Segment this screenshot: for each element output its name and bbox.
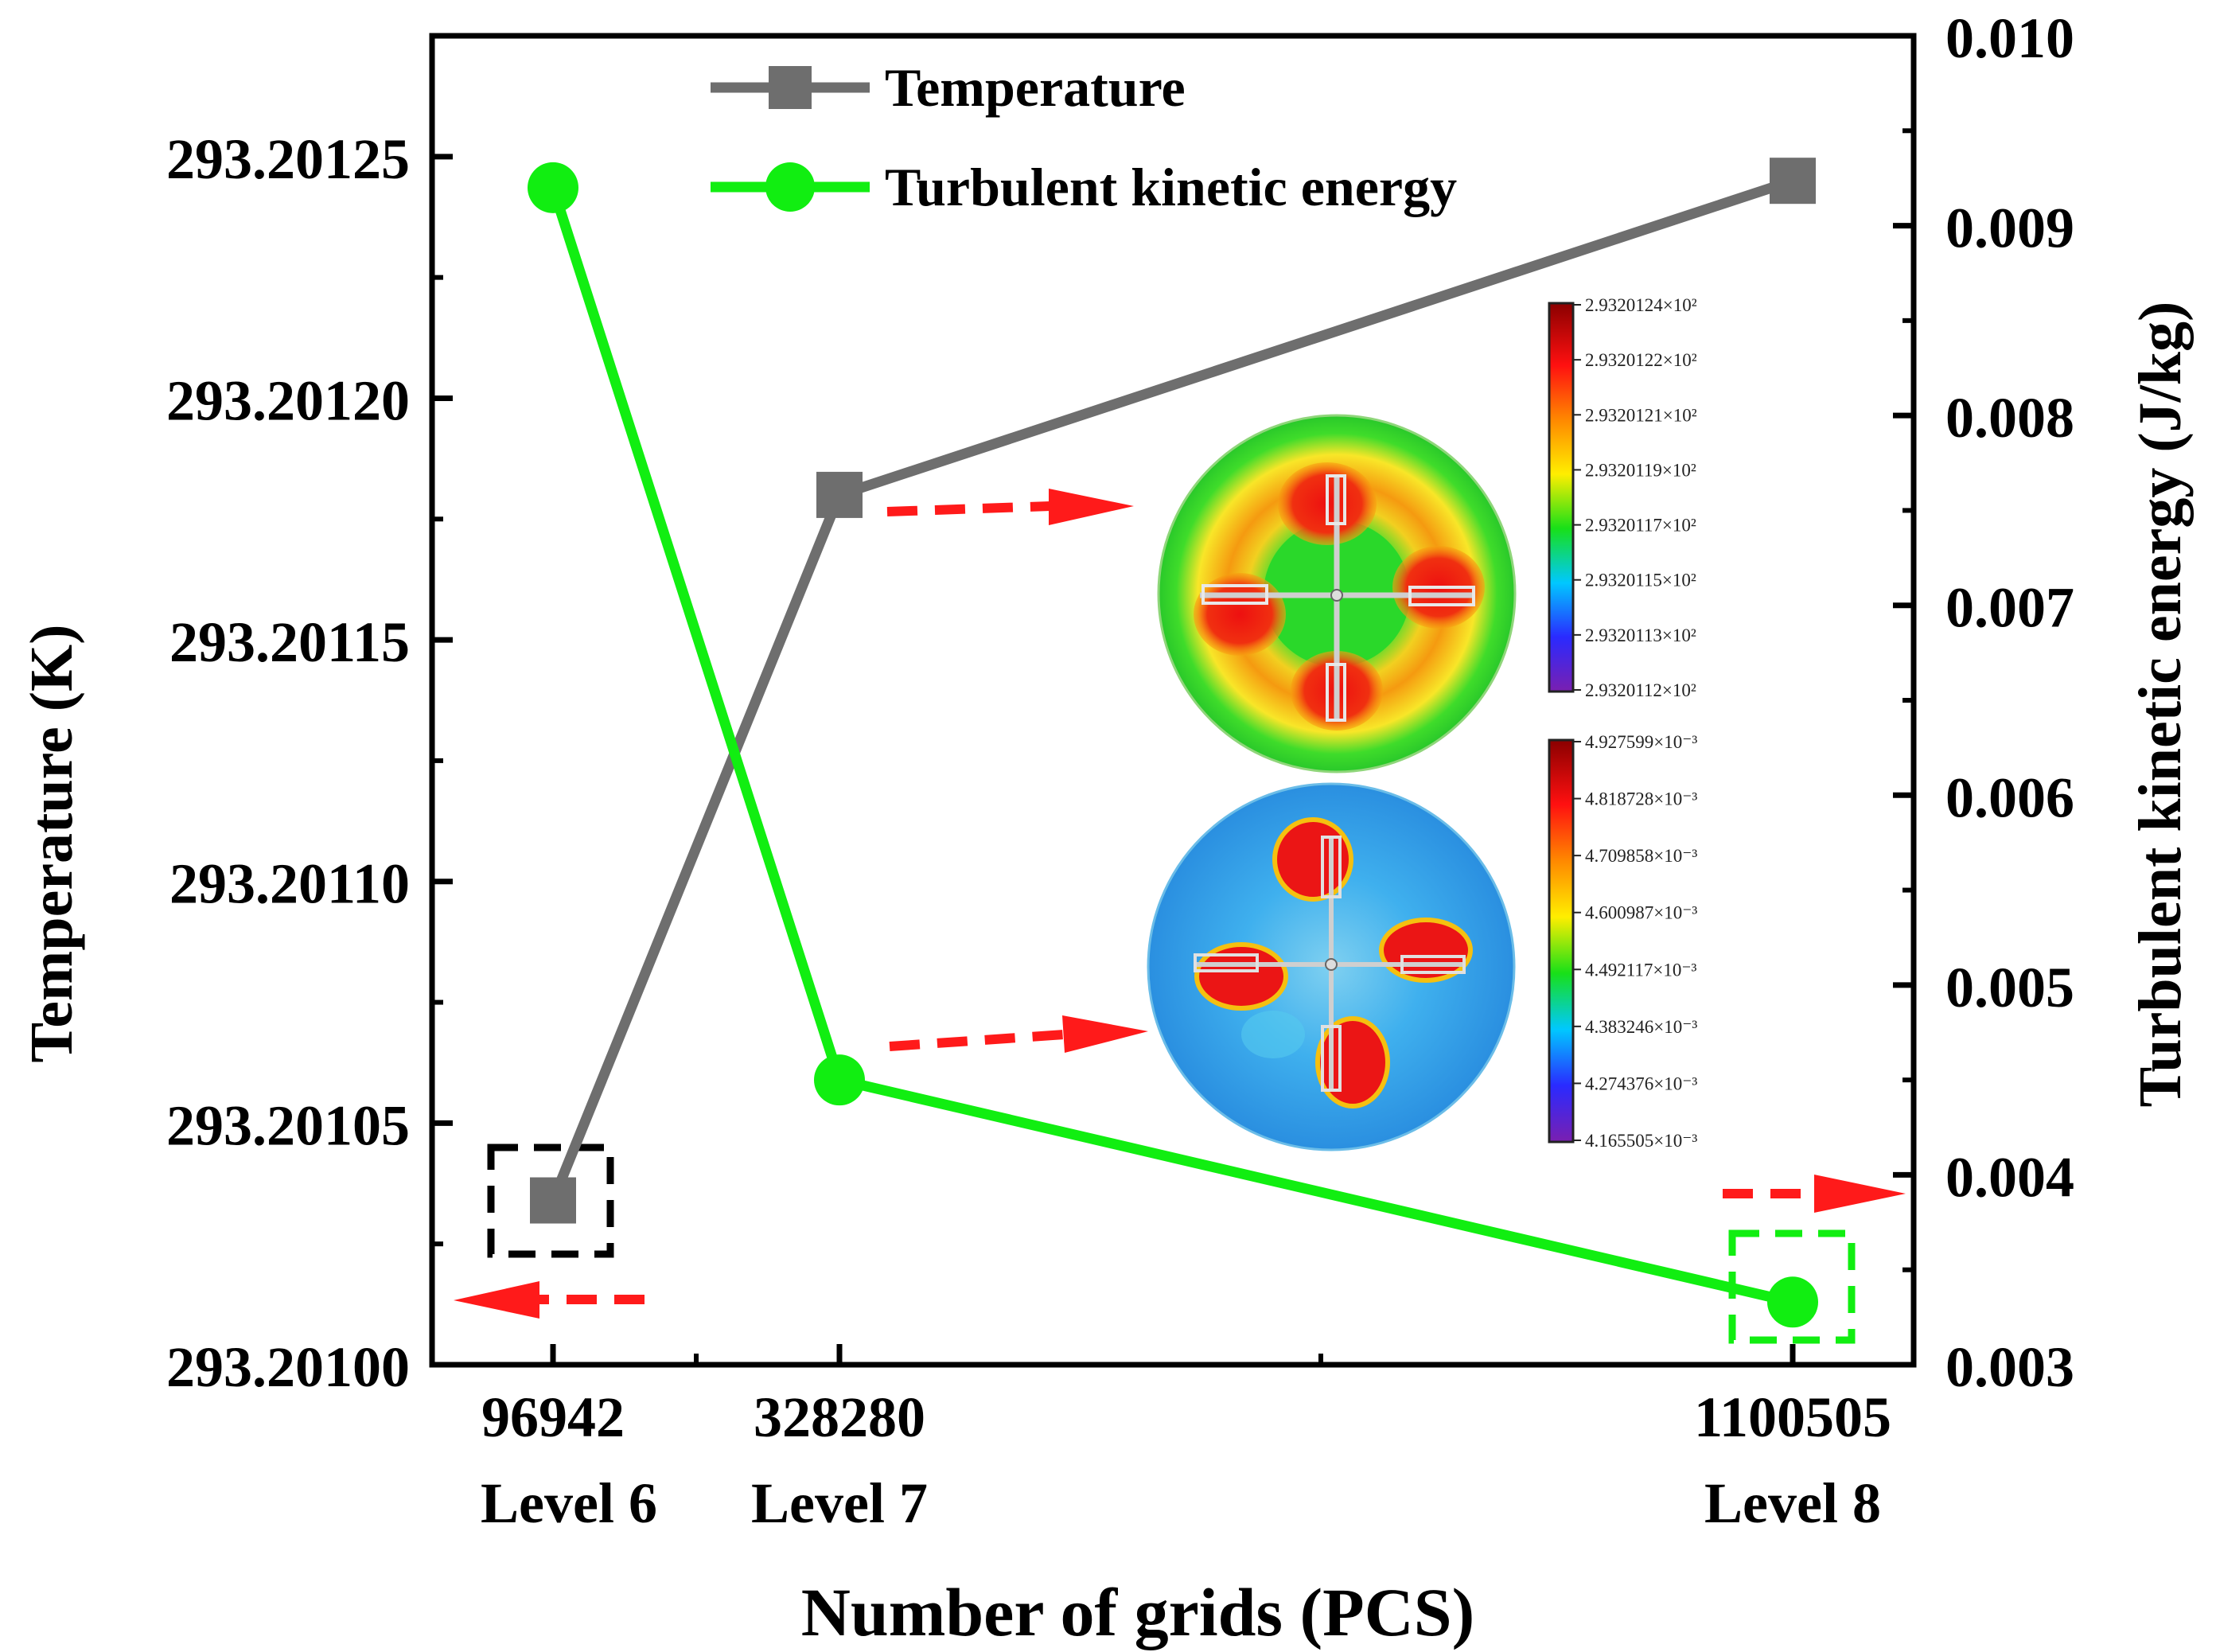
left-tick-label: 293.20105 [166, 1093, 410, 1157]
arrow-to-left-axis [454, 1281, 645, 1319]
x-tick-level-label: Level 7 [751, 1471, 928, 1535]
colorbar-label: 4.927599×10⁻³ [1585, 732, 1697, 752]
y-axis-title-left: Temperature (K) [18, 625, 85, 1063]
x-axis-title: Number of grids (PCS) [801, 1574, 1474, 1650]
tke-point [814, 1054, 865, 1106]
arrow-to-right-axis [1723, 1175, 1906, 1213]
temperature-point [816, 471, 863, 518]
colorbar-label: 4.165505×10⁻³ [1585, 1131, 1697, 1151]
plot-frame [429, 33, 1917, 1368]
tke-point [528, 162, 578, 213]
tke-point [1767, 1276, 1818, 1328]
x-tick-level-label: Level 6 [481, 1471, 657, 1535]
left-tick-label: 293.20125 [166, 127, 410, 191]
x-tick-label: 96942 [481, 1385, 625, 1449]
left-tick-label: 293.20100 [166, 1335, 410, 1399]
temperature-colorbar: 2.9320124×10² 2.9320122×10² 2.9320121×10² 2… [1548, 295, 1697, 700]
x-tick-level-label: Level 8 [1704, 1471, 1881, 1535]
tke-colorbar: 4.927599×10⁻³ 4.818728×10⁻³ 4.709858×10⁻³ 4… [1548, 732, 1697, 1151]
right-y-axis: 0.003 0.004 0.005 0.006 0.007 0.008 0.009 0.010 [1893, 6, 2074, 1399]
right-tick-label: 0.004 [1945, 1145, 2074, 1209]
arrow-temperature-to-inset [886, 489, 1134, 525]
x-axis: 96942 Level 6 328280 Level 7 1100505 Level 8 [481, 1344, 1891, 1535]
legend-label-tke: Turbulent kinetic energy [885, 157, 1457, 217]
colorbar-label: 4.818728×10⁻³ [1585, 789, 1697, 809]
right-tick-label: 0.009 [1945, 197, 2074, 260]
colorbar-label: 4.492117×10⁻³ [1585, 960, 1697, 980]
left-tick-label: 293.20120 [166, 368, 410, 432]
right-tick-label: 0.008 [1945, 386, 2074, 450]
x-tick-label: 1100505 [1694, 1385, 1891, 1449]
colorbar-label: 4.709858×10⁻³ [1585, 846, 1697, 866]
colorbar-label: 2.9320112×10² [1585, 680, 1696, 700]
right-tick-label: 0.005 [1945, 956, 2074, 1019]
colorbar-label: 2.9320122×10² [1585, 350, 1697, 370]
left-tick-label: 293.20110 [169, 852, 410, 916]
right-tick-label: 0.006 [1945, 766, 2074, 829]
colorbar-label: 2.9320117×10² [1585, 516, 1696, 536]
colorbar-label: 2.9320121×10² [1585, 405, 1697, 425]
right-tick-label: 0.010 [1945, 6, 2074, 70]
arrow-tke-to-inset [889, 1015, 1148, 1053]
legend-entry-tke: Turbulent kinetic energy [711, 157, 1457, 217]
series-layer [528, 158, 1818, 1328]
right-tick-label: 0.007 [1945, 576, 2074, 640]
temperature-point [1770, 158, 1816, 205]
legend: Temperature Turbulent kinetic energy [711, 57, 1457, 217]
x-tick-label: 328280 [754, 1385, 925, 1449]
legend-entry-temperature: Temperature [711, 57, 1186, 118]
left-y-axis: 293.20100 293.20105 293.20110 293.20115 293.… [166, 127, 453, 1399]
colorbar-label: 2.9320115×10² [1585, 571, 1696, 590]
legend-label-temperature: Temperature [885, 57, 1186, 118]
temperature-point [530, 1177, 576, 1224]
colorbar-label: 4.274376×10⁻³ [1585, 1073, 1697, 1093]
colorbar-label: 4.383246×10⁻³ [1585, 1017, 1697, 1037]
temperature-contour-inset [1157, 414, 1517, 773]
colorbar-label: 2.9320113×10² [1585, 625, 1696, 645]
right-tick-label: 0.003 [1945, 1335, 2074, 1399]
highlight-box-level6-temperature [487, 1144, 614, 1258]
y-axis-title-right: Turbulent kinetic energy (J/kg) [2127, 302, 2194, 1108]
colorbar-label: 2.9320119×10² [1585, 460, 1696, 480]
tke-contour-inset [1147, 782, 1516, 1151]
colorbar-label: 4.600987×10⁻³ [1585, 903, 1697, 923]
colorbar-label: 2.9320124×10² [1585, 295, 1697, 315]
left-tick-label: 293.20115 [169, 610, 410, 674]
